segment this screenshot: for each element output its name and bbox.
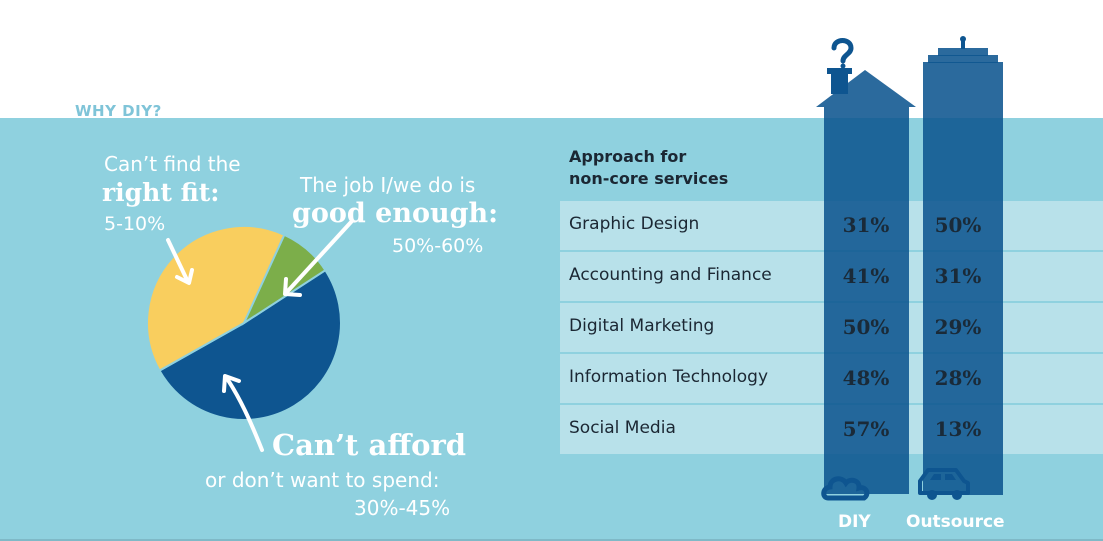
pie-slice-cant-afford bbox=[145, 224, 286, 372]
diy-value-cell: 50% bbox=[842, 315, 890, 339]
outsource-value-cell: 29% bbox=[934, 315, 982, 339]
diy-value-cell: 31% bbox=[842, 213, 890, 237]
row-label: Digital Marketing bbox=[569, 316, 715, 336]
table-header: Approach for non-core services bbox=[569, 146, 728, 190]
cant-afford-arrowhead bbox=[222, 374, 241, 393]
diy-column-label: DIY bbox=[838, 512, 871, 532]
right-fit-range: 5-10% bbox=[104, 213, 166, 235]
pie-slice-good-enough bbox=[158, 268, 342, 421]
good-enough-label-bold: good enough: bbox=[292, 198, 499, 229]
cant-afford-range: 30%-45% bbox=[354, 496, 451, 520]
cant-afford-label-line2: or don’t want to spend: bbox=[205, 468, 440, 492]
good-enough-arrowhead bbox=[283, 277, 302, 297]
section-heading: WHY DIY? bbox=[75, 102, 162, 120]
right-fit-arrow bbox=[166, 238, 190, 284]
outsource-building bbox=[918, 36, 1003, 500]
cant-afford-label-bold: Can’t afford bbox=[272, 428, 467, 462]
outsource-column-label: Outsource bbox=[906, 512, 1005, 532]
outsource-value-cell: 50% bbox=[934, 213, 982, 237]
outsource-value-cell: 28% bbox=[934, 366, 982, 390]
row-label: Information Technology bbox=[569, 367, 769, 387]
bottom-border bbox=[0, 539, 1103, 541]
row-label: Graphic Design bbox=[569, 214, 700, 234]
right-fit-label-line1: Can’t find the bbox=[104, 152, 241, 176]
diy-building bbox=[816, 38, 916, 501]
diy-value-cell: 41% bbox=[842, 264, 890, 288]
table-header-line1: Approach for bbox=[569, 147, 687, 166]
right-fit-label-bold: right fit: bbox=[102, 178, 220, 207]
right-fit-arrowhead bbox=[175, 268, 194, 285]
outsource-value-cell: 31% bbox=[934, 264, 982, 288]
question-mark-smoke-icon bbox=[831, 38, 854, 64]
outsource-value-cell: 13% bbox=[934, 417, 982, 441]
diy-value-cell: 48% bbox=[842, 366, 890, 390]
row-label: Accounting and Finance bbox=[569, 265, 772, 285]
row-label: Social Media bbox=[569, 418, 676, 438]
good-enough-range: 50%-60% bbox=[392, 235, 484, 257]
cloud-icon bbox=[821, 476, 870, 501]
car-icon bbox=[918, 468, 970, 500]
table-header-line2: non-core services bbox=[569, 169, 729, 188]
cant-afford-arrow bbox=[224, 375, 264, 452]
good-enough-label-line1: The job I/we do is bbox=[300, 173, 476, 197]
diy-value-cell: 57% bbox=[842, 417, 890, 441]
good-enough-arrow bbox=[284, 219, 354, 295]
